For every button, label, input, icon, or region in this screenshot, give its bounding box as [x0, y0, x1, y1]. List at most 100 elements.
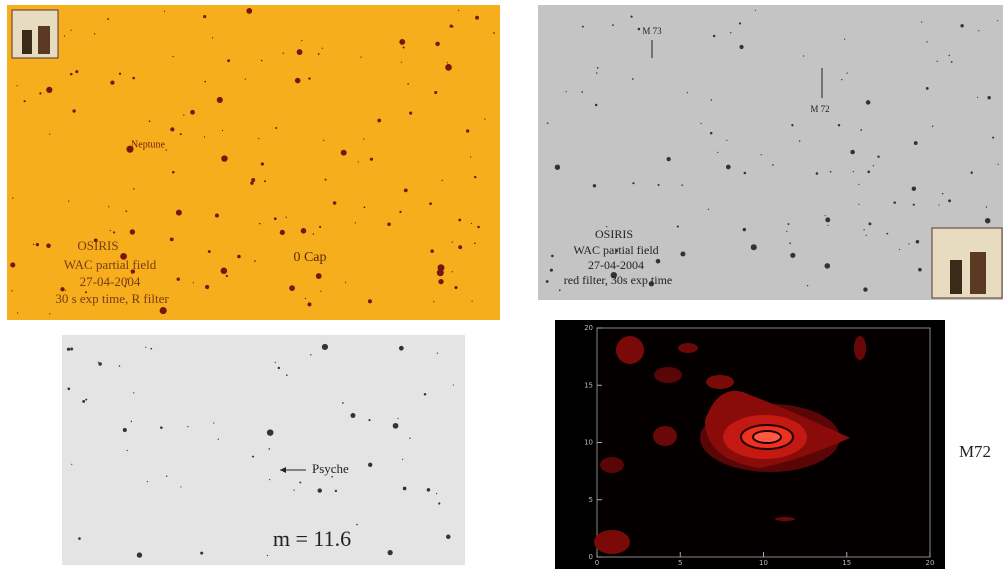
star — [208, 250, 211, 253]
star — [860, 129, 862, 131]
star — [46, 243, 51, 248]
star — [739, 45, 743, 49]
star — [119, 73, 121, 75]
star — [258, 138, 259, 139]
star — [72, 109, 75, 112]
star — [147, 481, 148, 482]
caption-line: WAC partial field — [573, 243, 658, 257]
star — [450, 25, 453, 28]
star — [368, 463, 372, 467]
star — [387, 222, 391, 226]
star — [424, 393, 427, 396]
star — [24, 100, 26, 102]
star — [438, 502, 440, 504]
star — [205, 285, 209, 289]
star — [841, 79, 842, 80]
star — [466, 129, 469, 132]
star — [67, 387, 70, 390]
star — [78, 537, 81, 540]
star — [978, 30, 979, 31]
star — [772, 164, 774, 166]
star — [717, 152, 718, 153]
star — [70, 73, 73, 76]
contour — [678, 343, 698, 353]
star — [293, 489, 294, 490]
star — [364, 206, 366, 208]
star — [873, 165, 874, 166]
star — [453, 384, 454, 385]
x-tick-label: 20 — [926, 559, 935, 567]
star — [932, 126, 933, 127]
star — [452, 241, 453, 242]
star — [125, 210, 127, 212]
star — [458, 245, 462, 249]
star — [838, 124, 840, 126]
star — [790, 253, 795, 258]
star — [409, 112, 412, 115]
star — [403, 487, 407, 491]
star — [345, 282, 346, 283]
star — [70, 348, 73, 351]
star — [437, 45, 438, 46]
star — [160, 307, 167, 314]
star — [441, 180, 442, 181]
star — [597, 67, 599, 69]
star — [858, 184, 859, 185]
star — [250, 181, 253, 184]
star — [559, 289, 561, 291]
star — [310, 354, 311, 355]
star — [858, 204, 859, 205]
star — [710, 132, 713, 135]
star — [713, 35, 716, 38]
star — [286, 217, 287, 218]
contour — [653, 426, 677, 446]
star — [245, 79, 246, 80]
star — [137, 552, 142, 557]
star — [274, 217, 277, 220]
star — [133, 392, 134, 393]
star — [755, 10, 756, 11]
star — [164, 11, 165, 12]
star — [908, 243, 909, 244]
star — [331, 476, 333, 478]
star — [261, 60, 263, 62]
star — [388, 550, 393, 555]
star — [98, 362, 99, 363]
star — [830, 171, 832, 173]
star — [397, 418, 398, 419]
star — [477, 226, 480, 229]
star — [899, 249, 900, 250]
caption-line: red filter, 30s exp time — [564, 273, 673, 287]
star — [827, 225, 828, 226]
star — [170, 127, 174, 131]
star — [711, 99, 713, 101]
star — [407, 83, 409, 85]
star — [803, 55, 804, 56]
star — [921, 21, 922, 22]
star — [866, 100, 871, 105]
star — [259, 223, 261, 225]
star — [377, 119, 381, 123]
star — [593, 184, 596, 187]
star — [595, 104, 598, 107]
star — [264, 180, 266, 182]
y-tick-label: 20 — [584, 324, 593, 332]
star — [582, 26, 584, 28]
star — [119, 365, 121, 367]
star — [71, 30, 72, 31]
star — [926, 41, 927, 42]
star — [971, 172, 973, 174]
star — [470, 156, 471, 157]
star — [825, 263, 831, 269]
star — [64, 35, 65, 36]
star — [46, 87, 52, 93]
caption-line: 30 s exp time, R filter — [55, 291, 169, 306]
star — [110, 81, 114, 85]
star — [203, 15, 206, 18]
logo-figure — [38, 26, 50, 54]
star — [427, 488, 430, 491]
star — [438, 279, 443, 284]
psyche-image — [62, 335, 465, 565]
contour — [594, 530, 630, 554]
contour — [616, 336, 644, 364]
